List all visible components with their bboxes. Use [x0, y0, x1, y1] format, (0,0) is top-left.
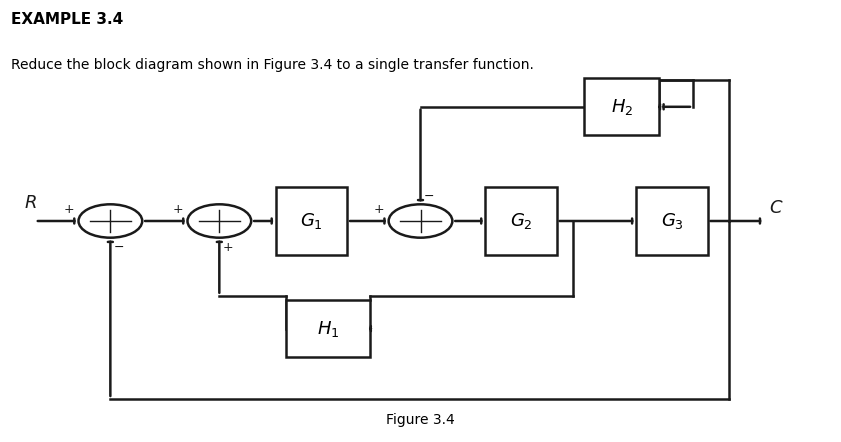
Bar	[276, 187, 347, 255]
Bar	[287, 300, 370, 357]
Text: $G_2$: $G_2$	[510, 211, 532, 231]
Text: −: −	[114, 241, 124, 254]
Text: EXAMPLE 3.4: EXAMPLE 3.4	[12, 12, 124, 27]
Bar	[637, 187, 707, 255]
Text: +: +	[223, 241, 233, 254]
Text: $H_1$: $H_1$	[317, 319, 340, 339]
Text: +: +	[172, 203, 183, 216]
Text: Reduce the block diagram shown in Figure 3.4 to a single transfer function.: Reduce the block diagram shown in Figure…	[12, 58, 534, 72]
Text: $G_1$: $G_1$	[300, 211, 323, 231]
Text: $G_3$: $G_3$	[660, 211, 684, 231]
Text: $R$: $R$	[24, 194, 37, 213]
Text: +: +	[374, 203, 384, 216]
Bar	[584, 78, 659, 135]
Text: −: −	[424, 190, 434, 202]
Text: +: +	[64, 203, 74, 216]
Bar	[485, 187, 557, 255]
Text: Figure 3.4: Figure 3.4	[386, 413, 455, 427]
Text: $C$: $C$	[770, 199, 784, 217]
Text: $H_2$: $H_2$	[611, 97, 632, 117]
